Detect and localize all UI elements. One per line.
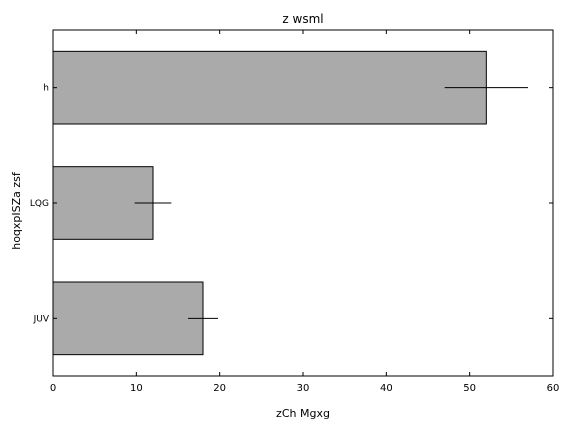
- bar-0: [52, 50, 487, 125]
- x-tick-label-5: 50: [463, 383, 476, 394]
- bars-group: [52, 50, 487, 356]
- bar-2: [52, 281, 204, 356]
- x-tick-label-6: 60: [547, 383, 560, 394]
- y-tick-label-1: LQG: [30, 199, 49, 209]
- x-tick-label-1: 10: [130, 383, 143, 394]
- chart-title: z wsml: [282, 12, 323, 26]
- error-bars-group: [134, 87, 528, 319]
- x-tick-label-4: 40: [380, 383, 393, 394]
- x-tick-label-2: 20: [213, 383, 226, 394]
- x-axis-ticks: 0 10 20 30 40 50 60: [50, 30, 560, 394]
- x-axis-label: zCh Mgxg: [276, 407, 330, 420]
- y-tick-label-0: h: [43, 84, 49, 94]
- y-axis-ticks: h LQG JUV: [30, 84, 553, 324]
- y-axis-label: hoqxpISZa zsf: [10, 171, 23, 250]
- y-tick-label-2: JUV: [33, 314, 50, 324]
- x-tick-label-3: 30: [297, 383, 310, 394]
- x-tick-label-0: 0: [50, 383, 56, 394]
